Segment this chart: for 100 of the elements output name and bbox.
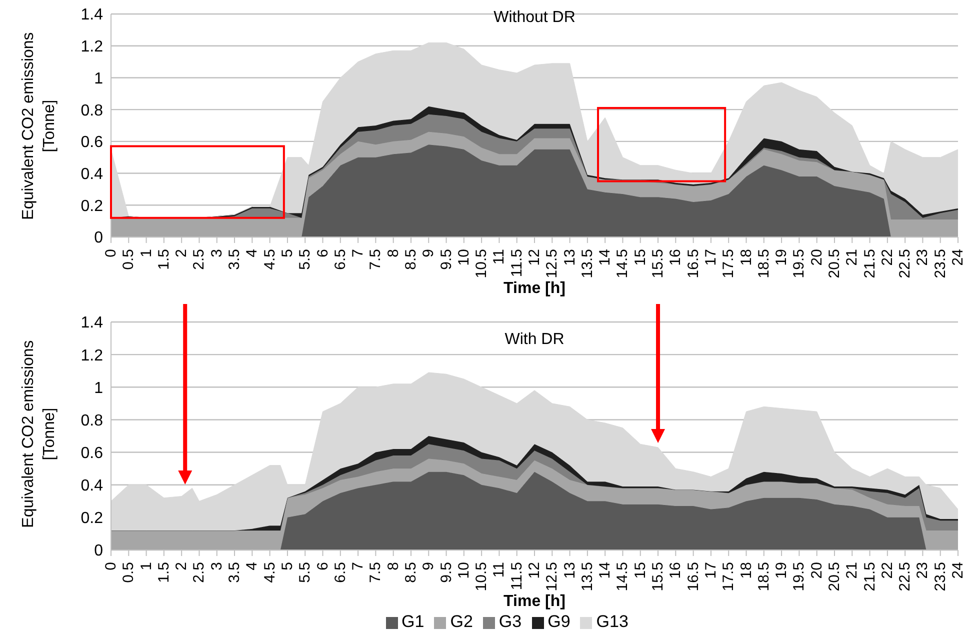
legend-label: G9 (548, 612, 570, 631)
legend-label: G13 (596, 612, 628, 631)
x-tick-label: 21 (844, 249, 861, 266)
legend-label: G1 (402, 612, 424, 631)
x-tick-label: 24 (950, 249, 966, 266)
y-axis-title: Equivalent CO2 emissions [Tonne] (20, 32, 58, 220)
x-tick-label: 6 (314, 249, 332, 258)
x-tick-label: 3.5 (226, 249, 244, 270)
x-tick-label: 22.5 (896, 562, 914, 592)
x-tick-label: 15.5 (650, 249, 667, 278)
y-tick-label: 1.4 (80, 6, 104, 24)
x-tick-label: 8 (384, 562, 402, 570)
x-tick-label: 18.5 (755, 562, 772, 592)
y-tick-label: 1.4 (80, 314, 104, 332)
x-tick-label: 5.5 (296, 249, 314, 270)
chart-title: Without DR (494, 9, 576, 26)
y-tick-label: 0.2 (80, 198, 104, 215)
x-tick-label: 11.5 (508, 562, 526, 590)
x-tick-label: 23 (914, 249, 932, 266)
x-tick-label: 5 (278, 249, 296, 258)
x-tick-label: 1 (138, 562, 155, 570)
x-tick-label: 16 (667, 249, 684, 266)
x-tick-label: 6.5 (332, 249, 349, 270)
x-tick-label: 13.5 (578, 562, 596, 592)
x-tick-label: 23 (914, 562, 932, 579)
x-tick-label: 13 (561, 249, 578, 266)
x-tick-label: 12.5 (544, 249, 561, 278)
x-tick-label: 12 (526, 249, 543, 266)
x-tick-label: 10 (455, 249, 472, 266)
x-tick-label: 9 (420, 249, 438, 258)
x-tick-label: 13 (561, 562, 578, 579)
y-tick-label: 0.4 (80, 166, 104, 183)
x-tick-label: 18.5 (755, 249, 772, 278)
x-tick-label: 8 (384, 249, 402, 258)
x-tick-label: 8.5 (402, 249, 420, 270)
y-tick-label: 0.6 (80, 134, 104, 152)
x-tick-label: 15.5 (650, 562, 667, 592)
y-tick-label: 0.6 (80, 444, 104, 462)
x-tick-label: 17 (702, 249, 720, 266)
x-tick-label: 7.5 (367, 562, 384, 583)
x-tick-label: 0 (102, 562, 120, 570)
x-tick-label: 21.5 (861, 249, 878, 278)
x-axis-title: Time [h] (504, 280, 566, 297)
x-tick-label: 3 (208, 249, 226, 258)
x-tick-label: 20 (808, 249, 826, 266)
x-tick-label: 6 (314, 562, 332, 570)
x-tick-label: 5.5 (296, 562, 314, 583)
x-tick-label: 1.5 (155, 562, 172, 583)
x-tick-label: 22.5 (896, 249, 914, 278)
x-tick-label: 23.5 (932, 249, 949, 278)
x-tick-label: 7 (350, 562, 367, 570)
x-tick-label: 13.5 (578, 249, 596, 278)
text: With DR (504, 331, 564, 348)
x-tick-label: 9 (420, 562, 438, 570)
x-tick-label: 17.5 (720, 562, 738, 592)
x-tick-label: 19.5 (790, 249, 808, 278)
x-tick-label: 8.5 (402, 562, 420, 583)
x-tick-label: 20.5 (826, 562, 843, 592)
x-tick-label: 21 (844, 562, 861, 579)
x-tick-label: 7 (350, 249, 367, 258)
y-tick-label: 1.2 (80, 347, 104, 364)
y-axis-title: Equivalent CO2 emissions [Tonne] (20, 340, 58, 528)
x-tick-label: 0.5 (120, 562, 138, 583)
y-tick-label: 0.4 (80, 478, 104, 495)
x-tick-label: 0 (102, 249, 120, 258)
x-tick-label: 9.5 (438, 562, 455, 583)
x-tick-label: 19 (773, 562, 790, 579)
x-tick-label: 6.5 (332, 562, 349, 583)
x-tick-label: 22 (878, 562, 896, 579)
x-tick-label: 4 (244, 562, 261, 570)
y-tick-label: 1.2 (80, 38, 104, 56)
x-tick-label: 2 (173, 249, 190, 258)
x-axis-title: Time [h] (504, 593, 566, 610)
x-tick-label: 15 (632, 249, 649, 266)
x-tick-label: 3.5 (226, 562, 244, 583)
x-tick-label: 17 (702, 562, 720, 579)
x-tick-label: 14 (596, 249, 614, 266)
x-tick-label: 9.5 (438, 249, 455, 270)
x-tick-label: 0.5 (120, 249, 138, 270)
x-tick-label: 14.5 (614, 249, 632, 278)
x-tick-label: 19 (773, 249, 790, 266)
x-tick-label: 18 (738, 249, 755, 266)
x-tick-label: 4.5 (261, 562, 278, 583)
y-tick-label: 0.8 (80, 102, 104, 120)
y-tick-label: 1 (94, 70, 104, 88)
x-tick-label: 3 (208, 562, 226, 570)
x-tick-label: 15 (632, 562, 649, 579)
y-tick-label: 0.8 (80, 412, 104, 430)
x-tick-label: 16.5 (684, 249, 702, 278)
x-tick-label: 7.5 (367, 249, 384, 270)
x-tick-label: 14 (596, 562, 614, 579)
x-tick-label: 14.5 (614, 562, 632, 592)
x-tick-label: 2.5 (190, 562, 208, 583)
x-tick-label: 20.5 (826, 249, 843, 278)
x-tick-label: 5 (278, 562, 296, 570)
x-tick-label: 11 (490, 562, 508, 578)
legend-label: G2 (450, 612, 473, 631)
x-tick-label: 2 (173, 562, 190, 570)
x-tick-label: 2.5 (190, 249, 208, 270)
x-tick-label: 19.5 (790, 562, 808, 592)
